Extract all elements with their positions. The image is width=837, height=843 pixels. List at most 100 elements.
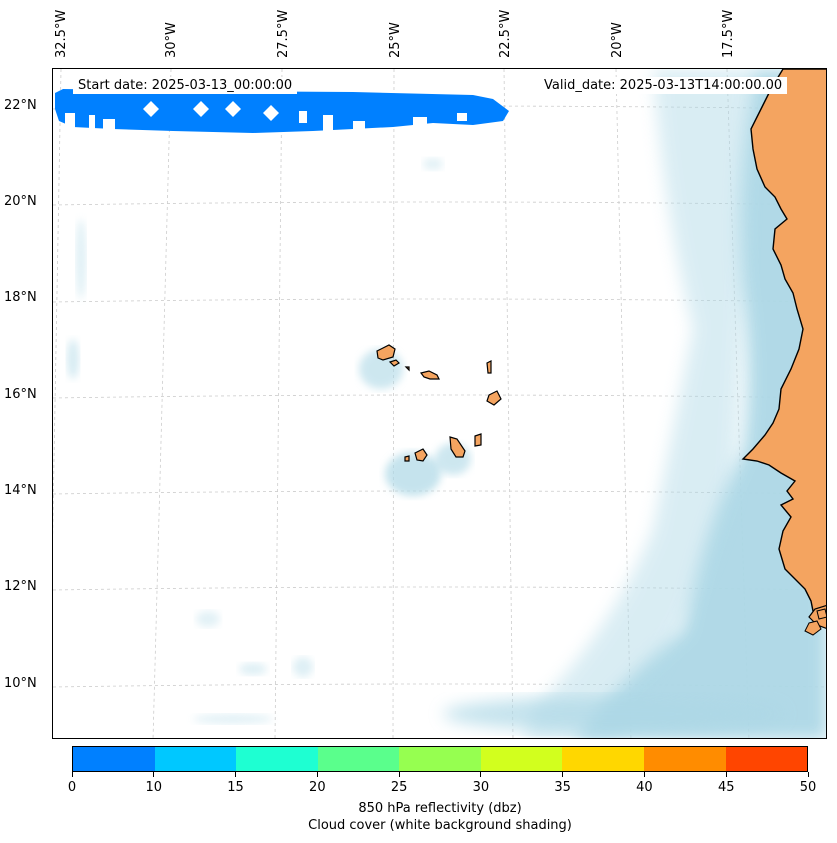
colorbar-tick-label: 40 <box>636 780 653 795</box>
lon-label-27-5w: 27.5°W <box>276 9 291 58</box>
colorbar-tick <box>807 772 809 777</box>
lon-label-30w: 30°W <box>164 22 179 58</box>
colorbar-tick-label: 50 <box>799 780 817 795</box>
colorbar-segment <box>725 747 808 771</box>
cloud-patch <box>193 714 273 724</box>
gridline-lon <box>152 69 172 738</box>
lon-label-25w: 25°W <box>388 22 403 58</box>
map-canvas <box>53 69 826 738</box>
colorbar-tick-label: 30 <box>472 780 490 795</box>
map-panel <box>52 68 827 739</box>
cloud-patch <box>196 611 220 627</box>
cloud-coastal-outer <box>523 69 753 738</box>
lon-label-17-5w: 17.5°W <box>721 9 736 58</box>
lat-label-18n: 18°N <box>4 290 37 305</box>
reflectivity-gap <box>225 101 241 117</box>
cloud-coastal-band <box>574 69 826 738</box>
reflectivity-gap <box>299 111 307 123</box>
reflectivity-gap <box>89 115 95 131</box>
reflectivity-gap <box>413 117 427 127</box>
cape-verde-islands <box>376 344 502 462</box>
bijagos-islands <box>804 608 826 636</box>
gridline-lat <box>53 683 826 688</box>
reflectivity-band <box>55 89 509 133</box>
colorbar-segment <box>480 747 563 771</box>
colorbar-segment <box>643 747 726 771</box>
island-santiago <box>449 436 466 458</box>
colorbar-segment <box>562 747 644 771</box>
colorbar-tick <box>153 772 155 777</box>
colorbar-tick <box>235 772 237 777</box>
lat-label-10n: 10°N <box>4 676 37 691</box>
colorbar-tick <box>316 772 318 777</box>
lat-label-14n: 14°N <box>4 483 37 498</box>
lat-label-20n: 20°N <box>4 194 37 209</box>
reflectivity-gap <box>143 101 159 117</box>
colorbar-tick-label: 45 <box>717 780 735 795</box>
gridline-lon <box>53 69 62 539</box>
colorbar-tick <box>71 772 73 777</box>
gridline-lat <box>53 394 826 399</box>
reflectivity-gap <box>193 101 209 117</box>
colorbar-segment <box>399 747 481 771</box>
cloud-south-band <box>443 696 783 732</box>
cloud-patch <box>293 657 313 677</box>
gridline-lat <box>53 298 826 303</box>
cloud-island-patch <box>359 349 403 389</box>
start-date-label: Start date: 2025-03-13_00:00:00 <box>73 77 298 94</box>
cloud-patch <box>423 158 443 170</box>
africa-land <box>741 69 826 627</box>
colorbar-tick <box>398 772 400 777</box>
colorbar-tick <box>480 772 482 777</box>
colorbar <box>72 746 808 772</box>
gridline-lat <box>53 490 826 495</box>
cloud-patch <box>76 219 86 299</box>
lon-label-32-5w: 32.5°W <box>54 9 69 58</box>
colorbar-label-cloud: Cloud cover (white background shading) <box>308 818 572 833</box>
reflectivity-gap <box>65 113 75 131</box>
reflectivity-gap <box>263 105 279 121</box>
island-sao-nicolau <box>419 370 440 380</box>
cloud-island-patch <box>385 452 441 496</box>
gridline-lat <box>53 586 826 591</box>
valid-date-label: Valid_date: 2025-03-13T14:00:00.00 <box>539 77 788 94</box>
gridline-lon <box>503 69 514 738</box>
lat-label-16n: 16°N <box>4 387 37 402</box>
colorbar-label-reflectivity: 850 hPa reflectivity (dbz) <box>358 801 522 816</box>
lat-label-22n: 22°N <box>4 98 37 113</box>
colorbar-tick <box>725 772 727 777</box>
colorbar-segment <box>154 747 237 771</box>
reflectivity-gap <box>323 115 333 131</box>
reflectivity-gap <box>353 121 365 131</box>
colorbar-tick-label: 25 <box>390 780 408 795</box>
reflectivity-gap <box>103 119 115 131</box>
colorbar-tick-label: 10 <box>145 780 163 795</box>
lat-label-12n: 12°N <box>4 579 37 594</box>
island-sao-vicente <box>388 359 400 367</box>
island-fogo <box>414 448 428 462</box>
gridline-lat <box>53 201 826 206</box>
colorbar-tick <box>643 772 645 777</box>
reflectivity-gaps <box>65 101 467 131</box>
colorbar-segment <box>317 747 400 771</box>
colorbar-segment <box>73 747 155 771</box>
colorbar-tick-label: 20 <box>309 780 326 795</box>
colorbar-tick <box>562 772 564 777</box>
gridline-lon <box>392 69 395 738</box>
island-santo-antao <box>376 344 396 361</box>
cloud-patch <box>67 339 79 379</box>
gridline-lon <box>274 69 283 738</box>
cloud-cover-shading <box>67 69 826 738</box>
colorbar-segment <box>236 747 318 771</box>
lon-label-20w: 20°W <box>610 22 625 58</box>
colorbar-tick-label: 15 <box>227 780 244 795</box>
reflectivity-gap <box>457 113 467 121</box>
island-brava <box>404 455 410 462</box>
island-maio <box>474 433 482 447</box>
colorbar-tick-label: 0 <box>67 780 77 795</box>
lon-label-22-5w: 22.5°W <box>498 9 513 58</box>
colorbar-tick-label: 35 <box>554 780 571 795</box>
island-sal <box>486 360 492 374</box>
cloud-patch <box>239 663 267 675</box>
island-santa-luzia <box>404 366 410 372</box>
